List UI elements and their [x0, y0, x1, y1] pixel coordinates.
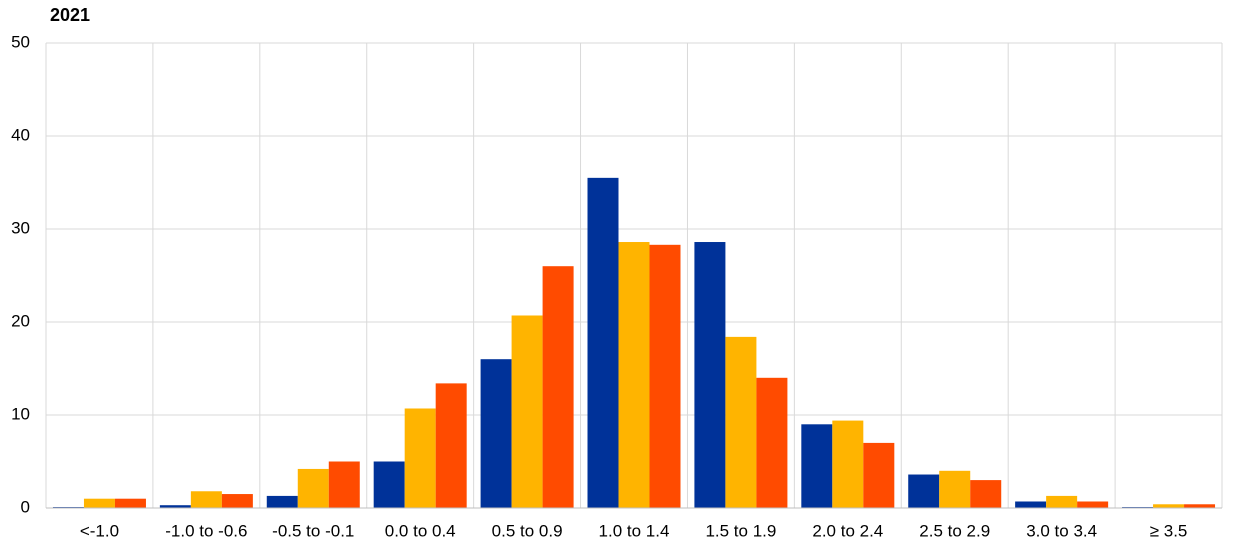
x-tick-label: 1.0 to 1.4: [599, 521, 670, 540]
bar: [404, 408, 436, 508]
x-tick-label: <-1.0: [80, 521, 119, 540]
chart-title: 2021: [50, 5, 90, 25]
bar: [1046, 495, 1078, 508]
x-tick-label: 2.0 to 2.4: [812, 521, 883, 540]
y-tick-label: 40: [11, 125, 30, 144]
bar: [297, 468, 329, 508]
x-tick-label: 2.5 to 2.9: [919, 521, 990, 540]
bar: [373, 461, 405, 508]
bar: [266, 495, 298, 508]
bar: [1184, 504, 1216, 508]
bar: [618, 242, 650, 508]
bar: [832, 420, 864, 508]
bar: [511, 315, 543, 508]
bar: [435, 383, 467, 508]
bar: [939, 470, 971, 508]
y-tick-label: 50: [11, 32, 30, 51]
bar: [587, 177, 619, 508]
bar: [480, 359, 512, 508]
y-tick-label: 10: [11, 404, 30, 423]
bar: [83, 498, 115, 508]
x-tick-label: 1.5 to 1.9: [705, 521, 776, 540]
bar: [970, 480, 1002, 508]
x-tick-label: 0.5 to 0.9: [492, 521, 563, 540]
bar: [1153, 504, 1185, 508]
bar: [863, 442, 895, 508]
x-tick-label: -1.0 to -0.6: [165, 521, 247, 540]
y-tick-label: 20: [11, 311, 30, 330]
bar: [1077, 501, 1109, 508]
bar: [542, 266, 574, 508]
y-tick-label: 30: [11, 218, 30, 237]
bar: [801, 424, 833, 508]
bar: [1015, 501, 1047, 508]
y-tick-label: 0: [21, 497, 30, 516]
x-tick-label: -0.5 to -0.1: [272, 521, 354, 540]
bar: [725, 336, 757, 508]
bar: [756, 377, 788, 508]
bar: [114, 498, 146, 508]
bar: [221, 494, 253, 508]
bar: [649, 244, 681, 508]
bar: [159, 505, 191, 508]
bar: [190, 491, 222, 508]
x-tick-label: ≥ 3.5: [1150, 521, 1188, 540]
x-tick-label: 0.0 to 0.4: [385, 521, 456, 540]
x-tick-label: 3.0 to 3.4: [1026, 521, 1097, 540]
bar: [908, 474, 940, 508]
bar: [694, 242, 726, 508]
bar: [328, 461, 360, 508]
